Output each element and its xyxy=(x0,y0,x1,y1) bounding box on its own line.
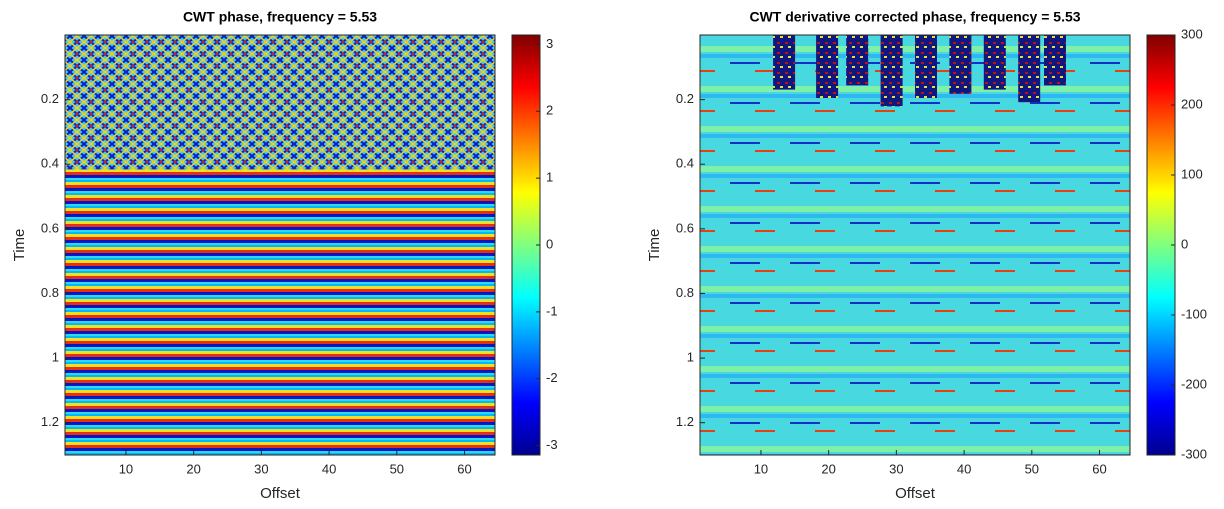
heatmap-image-noise xyxy=(983,35,1006,90)
colorbar-tick-label: -200 xyxy=(1181,376,1207,391)
heatmap-image-noise xyxy=(816,35,839,98)
chart-title: CWT derivative corrected phase, frequenc… xyxy=(749,9,1080,25)
colorbar-tick-label: 300 xyxy=(1181,26,1203,41)
colorbar-tick-label: 0 xyxy=(546,236,553,251)
colorbar-tick-label: -1 xyxy=(546,303,558,318)
y-tick-label: 0.6 xyxy=(676,220,694,235)
colorbar-tick-label: 1 xyxy=(546,170,553,185)
heatmap-image-noise xyxy=(1044,35,1066,86)
x-tick-label: 30 xyxy=(254,461,268,476)
colorbar-tick-label: 200 xyxy=(1181,96,1203,111)
y-tick-label: 0.6 xyxy=(41,220,59,235)
colorbar xyxy=(511,34,541,456)
x-tick-label: 20 xyxy=(186,461,200,476)
colorbar-tick-label: 0 xyxy=(1181,236,1188,251)
x-axis-label: Offset xyxy=(260,485,301,502)
x-tick-label: 10 xyxy=(754,461,768,476)
x-axis-label: Offset xyxy=(895,485,936,502)
heatmap-image-noise xyxy=(880,35,903,107)
colorbar-tick-label: -300 xyxy=(1181,446,1207,461)
heatmap-image-noise xyxy=(1018,35,1041,103)
y-tick-label: 1 xyxy=(687,350,694,365)
y-tick-label: 0.2 xyxy=(676,91,694,106)
axes-box xyxy=(64,34,496,456)
colorbar-tick-label: 3 xyxy=(546,36,553,51)
heatmap-image-noise xyxy=(773,35,796,90)
y-tick-label: 1 xyxy=(52,350,59,365)
colorbar xyxy=(1146,34,1176,456)
y-axis-label: Time xyxy=(646,229,663,262)
y-tick-label: 0.8 xyxy=(676,285,694,300)
colorbar-tick-label: -100 xyxy=(1181,306,1207,321)
chart-title: CWT phase, frequency = 5.53 xyxy=(183,9,377,25)
y-tick-label: 1.2 xyxy=(41,414,59,429)
heatmap-image-noise xyxy=(915,35,937,98)
x-tick-label: 30 xyxy=(889,461,903,476)
y-tick-label: 0.4 xyxy=(41,156,59,171)
x-tick-label: 40 xyxy=(957,461,971,476)
x-tick-label: 40 xyxy=(322,461,336,476)
y-tick-label: 1.2 xyxy=(676,414,694,429)
colorbar-tick-label: -2 xyxy=(546,370,558,385)
x-tick-label: 60 xyxy=(457,461,471,476)
colorbar-tick-label: 100 xyxy=(1181,166,1203,181)
x-tick-label: 20 xyxy=(821,461,835,476)
y-axis-label: Time xyxy=(11,229,28,262)
heatmap-image-noise xyxy=(949,35,972,94)
x-tick-label: 10 xyxy=(119,461,133,476)
x-tick-label: 60 xyxy=(1092,461,1106,476)
heatmap-image xyxy=(700,35,1130,455)
axes-box xyxy=(699,34,1131,456)
y-tick-label: 0.4 xyxy=(676,156,694,171)
y-tick-label: 0.8 xyxy=(41,285,59,300)
heatmap-image-noise xyxy=(846,35,869,86)
y-tick-label: 0.2 xyxy=(41,91,59,106)
colorbar-tick-label: 2 xyxy=(546,103,553,118)
x-tick-label: 50 xyxy=(1025,461,1039,476)
heatmap-image-top xyxy=(65,35,495,170)
colorbar-tick-label: -3 xyxy=(546,437,558,452)
x-tick-label: 50 xyxy=(390,461,404,476)
